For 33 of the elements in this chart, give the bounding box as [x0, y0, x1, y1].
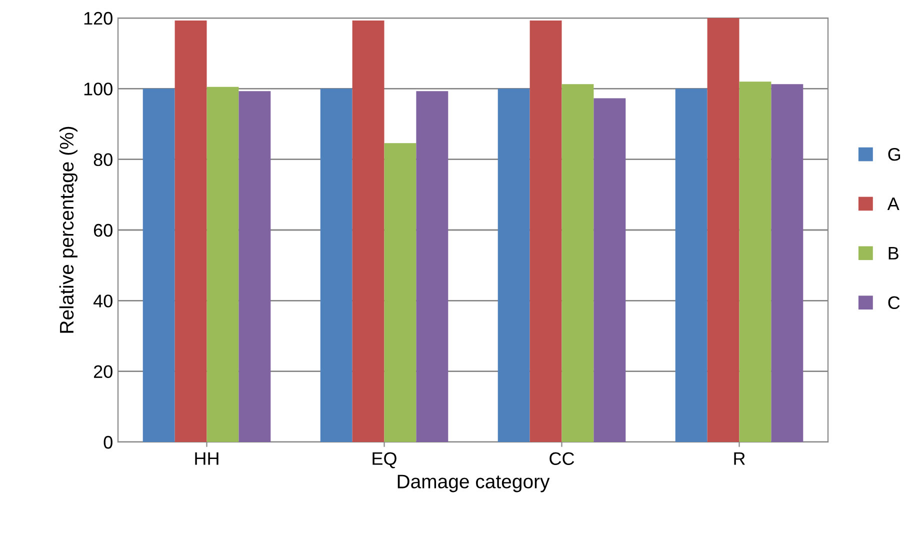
y-tick-label: 120 — [84, 12, 112, 25]
y-tick-label: 60 — [94, 224, 112, 237]
x-tick-label: HH — [195, 452, 218, 465]
y-tick-label: 40 — [93, 294, 112, 308]
bar — [739, 82, 772, 442]
bar — [142, 88, 175, 442]
bar — [530, 20, 562, 442]
bar — [320, 88, 352, 442]
y-tick-label: 100 — [84, 82, 112, 96]
x-tick-label: R — [734, 452, 745, 465]
x-axis-title: Damage category — [398, 474, 550, 492]
bar — [594, 98, 626, 442]
bar — [238, 91, 271, 442]
legend-label: G — [888, 148, 900, 161]
legend-label: C — [888, 296, 900, 310]
bar — [771, 84, 804, 442]
y-tick-label: 0 — [104, 436, 112, 449]
bar — [675, 88, 708, 442]
legend-label: B — [888, 247, 898, 260]
legend-label: A — [887, 198, 900, 210]
bar — [416, 91, 448, 442]
bar — [384, 143, 416, 442]
y-axis-title: Relative percentage (%) — [59, 126, 78, 333]
bar — [352, 20, 384, 442]
x-tick-label: EQ — [372, 452, 396, 468]
y-tick-label: 80 — [94, 153, 112, 166]
y-tick-label: 20 — [94, 365, 112, 378]
bar — [562, 84, 594, 442]
bar — [707, 18, 740, 442]
bar — [174, 20, 207, 442]
x-tick-label: CC — [550, 452, 574, 465]
bar — [206, 86, 239, 442]
bar — [498, 88, 530, 442]
